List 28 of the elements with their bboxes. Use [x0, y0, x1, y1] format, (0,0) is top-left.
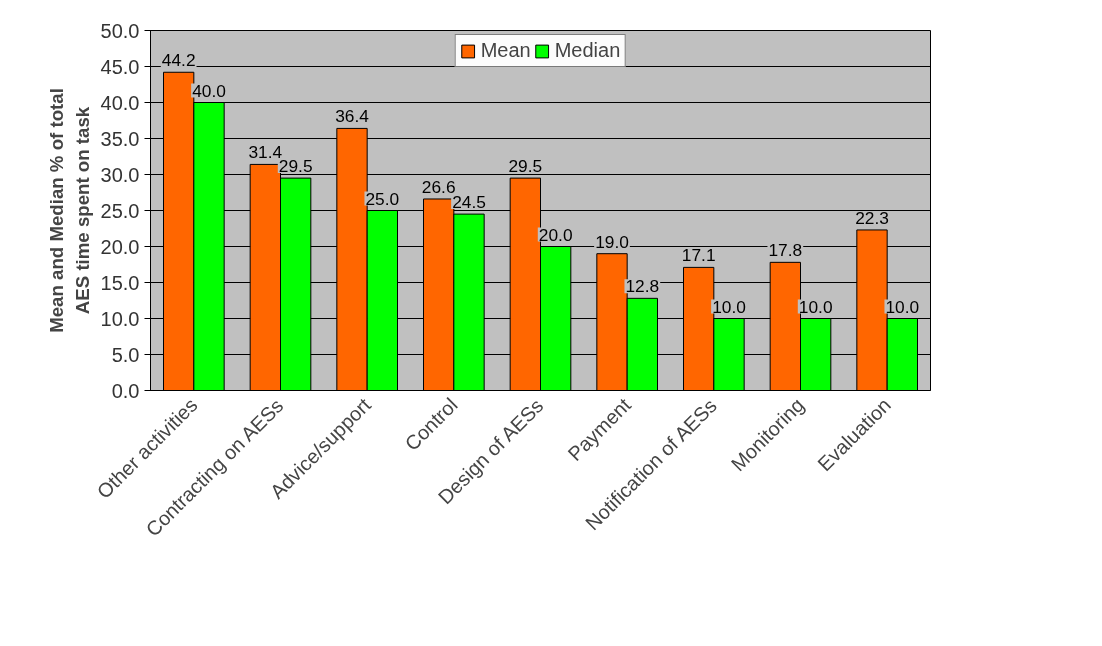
data-label: 25.0	[365, 188, 400, 209]
legend-label: Mean	[480, 39, 531, 62]
legend-label: Median	[554, 39, 621, 62]
y-tick-label: 5.0	[111, 343, 140, 366]
y-tick-label: 20.0	[100, 235, 140, 258]
y-tick-label: 30.0	[100, 163, 140, 186]
data-label: 19.0	[595, 231, 629, 252]
data-label: 40.0	[192, 80, 226, 101]
data-label: 17.1	[681, 245, 716, 266]
data-label: 44.2	[161, 50, 196, 71]
data-label: 17.8	[768, 240, 803, 261]
data-label: 20.0	[538, 224, 573, 245]
y-tick-label: 45.0	[100, 55, 140, 78]
data-label: 10.0	[798, 296, 833, 317]
y-tick-label: 40.0	[100, 91, 140, 114]
y-tick-label: 10.0	[100, 307, 140, 330]
y-tick-label: 15.0	[100, 271, 140, 294]
y-tick-label: 25.0	[100, 199, 140, 222]
data-label: 29.5	[508, 156, 543, 177]
data-label: 22.3	[855, 207, 889, 228]
y-axis-title: Mean and Median % of total AES time spent on task	[46, 88, 93, 333]
data-label: 10.0	[885, 296, 920, 317]
y-tick-label: 35.0	[100, 127, 140, 150]
data-label: 12.8	[625, 276, 660, 297]
data-label: 36.4	[335, 106, 370, 127]
y-tick-label: 0.0	[111, 379, 140, 402]
data-label: 10.0	[712, 296, 746, 317]
y-tick-label: 50.0	[100, 19, 140, 42]
